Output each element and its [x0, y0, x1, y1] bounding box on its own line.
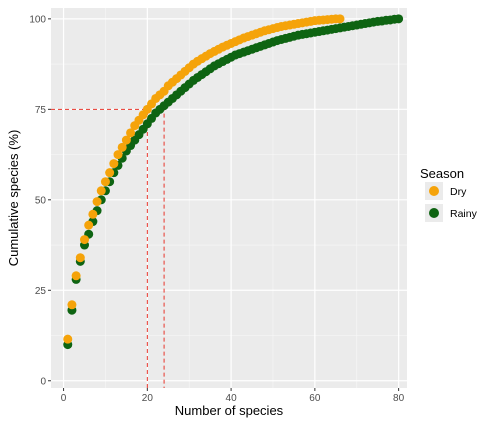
x-tick-label: 20 [142, 393, 154, 404]
legend: Season Dry Rainy [420, 166, 478, 222]
dry-point [335, 14, 345, 24]
dry-point [113, 150, 123, 160]
y-tick-label: 75 [35, 105, 47, 116]
y-tick-label: 0 [40, 376, 46, 387]
dry-point [109, 159, 119, 169]
dry-point [96, 186, 106, 196]
x-tick-label: 60 [309, 393, 321, 404]
y-tick-label: 25 [35, 286, 47, 297]
legend-key-dry [429, 186, 439, 196]
dry-point [121, 135, 131, 145]
dry-point [117, 142, 127, 152]
x-axis-ticks: 0 20 40 60 80 [61, 388, 405, 404]
y-axis-ticks: 0 25 50 75 100 [29, 14, 51, 387]
x-tick-label: 0 [61, 393, 67, 404]
y-axis-title: Cumulative species (%) [6, 130, 21, 267]
legend-title: Season [420, 166, 464, 181]
dry-point [88, 209, 98, 219]
reference-line-0 [51, 108, 148, 388]
y-tick-label: 50 [35, 195, 47, 206]
legend-key-rainy [429, 208, 439, 218]
y-tick-label: 100 [29, 14, 46, 25]
dry-point [63, 334, 73, 344]
dry-point [84, 220, 94, 230]
dry-point [126, 128, 136, 138]
rainy-point [394, 14, 404, 24]
panel-background [51, 8, 407, 388]
dry-point [105, 168, 115, 178]
legend-label-dry: Dry [450, 186, 467, 198]
dry-point [67, 300, 77, 310]
dry-point [100, 177, 110, 187]
legend-label-rainy: Rainy [450, 208, 478, 220]
x-tick-label: 80 [393, 393, 405, 404]
dry-point [71, 271, 81, 281]
x-tick-label: 40 [226, 393, 238, 404]
dry-point [80, 235, 90, 245]
dry-series [63, 14, 345, 344]
x-axis-title: Number of species [175, 403, 284, 418]
dry-point [75, 253, 85, 263]
dry-point [92, 197, 102, 207]
